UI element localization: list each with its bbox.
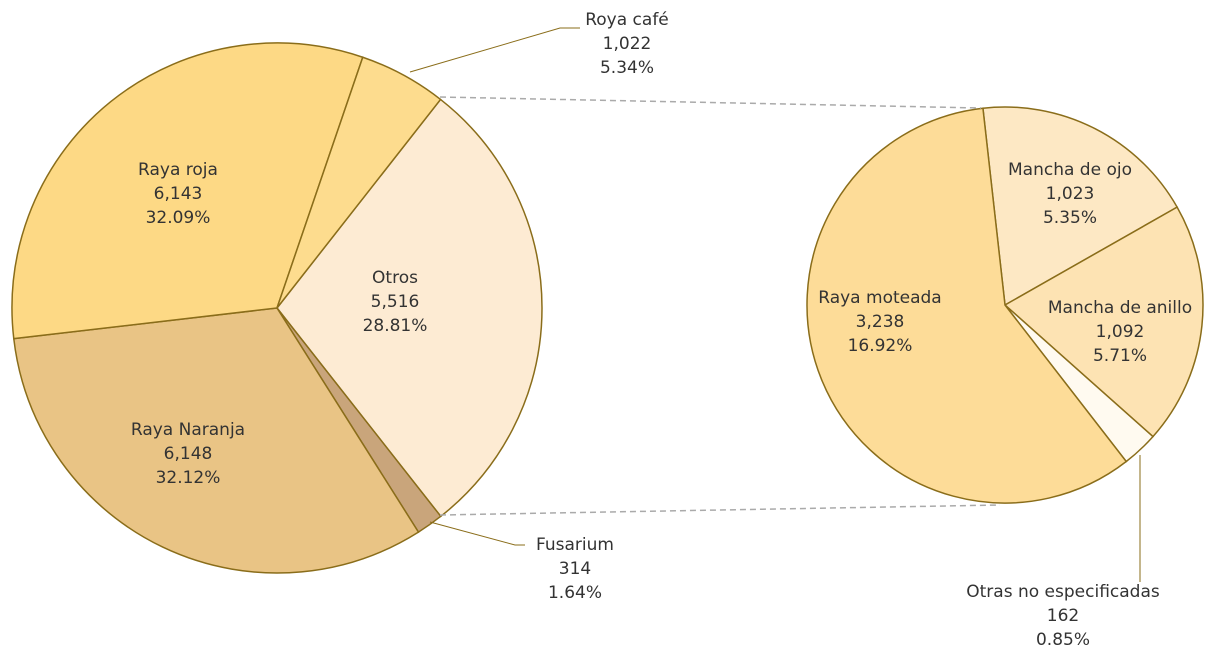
value-label: 162 (1047, 606, 1079, 626)
percent-label: 1.64% (548, 583, 602, 603)
value-label: 1,022 (603, 34, 652, 54)
slice-label: Roya café (585, 10, 669, 30)
percent-label: 16.92% (848, 336, 913, 356)
percent-label: 5.34% (600, 58, 654, 78)
value-label: 5,516 (371, 292, 420, 312)
percent-label: 5.35% (1043, 208, 1097, 228)
slice (276, 56, 442, 309)
connector-line (439, 96, 982, 109)
percent-label: 32.12% (156, 468, 221, 488)
slice-label: Mancha de ojo (1008, 160, 1132, 180)
slice-label: Otras no especificadas (966, 582, 1160, 602)
percent-label: 0.85% (1036, 630, 1090, 650)
value-label: 6,143 (154, 184, 203, 204)
percent-label: 5.71% (1093, 346, 1147, 366)
pie (11, 42, 543, 574)
percent-label: 32.09% (146, 208, 211, 228)
slice-label: Mancha de anillo (1048, 298, 1192, 318)
labels: Otros 5,516 28.81% Fusarium 314 1.64% Raya Nar… (131, 10, 1192, 650)
pie (806, 106, 1204, 504)
value-label: 1,092 (1096, 322, 1145, 342)
slice-label: Otros (372, 268, 418, 288)
slice (982, 106, 1179, 307)
slice (12, 307, 420, 574)
value-label: 3,238 (856, 312, 905, 332)
slice-label: Raya moteada (818, 288, 941, 308)
slice (1003, 206, 1204, 438)
slice-label: Raya roja (138, 160, 218, 180)
slice (806, 107, 1128, 504)
percent-label: 28.81% (363, 316, 428, 336)
leader-line (409, 27, 580, 73)
slice-label: Raya Naranja (131, 420, 245, 440)
value-label: 314 (559, 559, 591, 579)
connector-line (439, 504, 1001, 516)
value-label: 1,023 (1046, 184, 1095, 204)
leader-line (429, 521, 525, 546)
value-label: 6,148 (164, 444, 213, 464)
slice-label: Fusarium (536, 535, 614, 555)
slice (11, 42, 364, 340)
slice (276, 98, 543, 518)
